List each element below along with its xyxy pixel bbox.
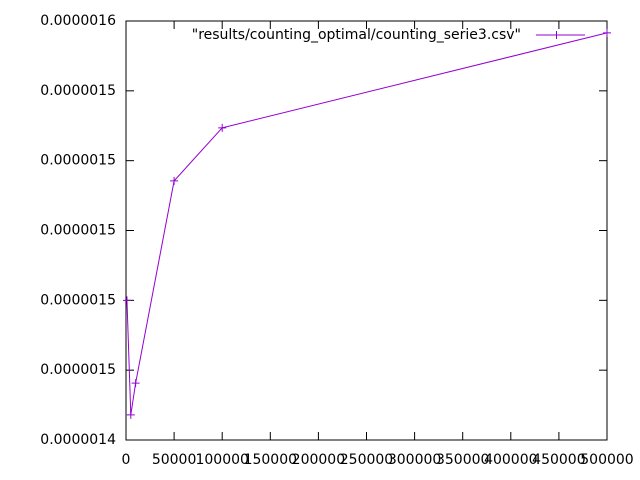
y-tick-label: 0.0000015 [40, 153, 116, 169]
x-tick-label: 400000 [484, 452, 537, 468]
point [122, 296, 131, 305]
y-tick-label: 0.0000016 [40, 13, 116, 29]
x-tick-label: 450000 [532, 452, 585, 468]
point [603, 28, 611, 37]
series-line [126, 32, 608, 415]
point [218, 123, 227, 132]
y-tick-label: 0.0000015 [40, 362, 116, 378]
point [170, 176, 179, 185]
x-tick-label: 500000 [580, 452, 633, 468]
y-tick-label: 0.0000015 [40, 223, 116, 239]
x-tick-label: 200000 [292, 452, 345, 468]
x-tick-label: 100000 [195, 452, 248, 468]
x-tick-label: 300000 [388, 452, 441, 468]
x-tick-label: 50000 [152, 452, 197, 468]
x-tick-label: 150000 [244, 452, 297, 468]
x-tick-label: 0 [122, 452, 131, 468]
point [131, 379, 140, 388]
x-tick-label: 350000 [436, 452, 489, 468]
x-tick-label: 250000 [340, 452, 393, 468]
y-tick-label: 0.0000015 [40, 83, 116, 99]
y-tick-label: 0.0000014 [40, 432, 116, 448]
y-tick-label: 0.0000015 [40, 292, 116, 308]
legend-swatch-point [552, 31, 561, 39]
plot-border [125, 20, 608, 441]
point [126, 410, 135, 419]
legend-label: "results/counting_optimal/counting_serie… [192, 27, 521, 43]
